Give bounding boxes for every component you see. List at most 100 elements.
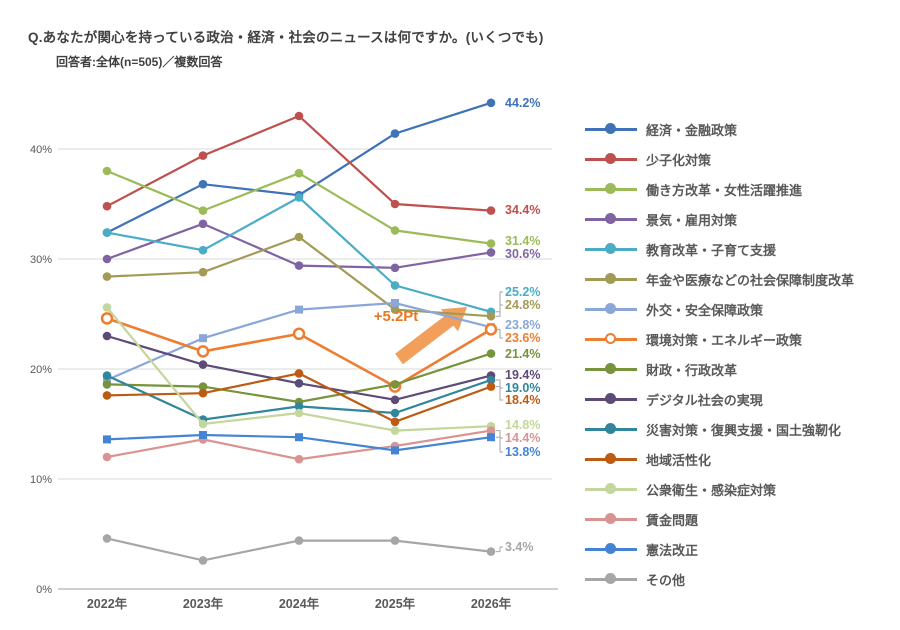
marker-デジタル社会の実現 xyxy=(294,379,304,388)
legend-item-16: その他 xyxy=(585,564,885,594)
legend-label: 働き方改革・女性活躍推進 xyxy=(646,182,803,198)
marker-働き方改革・女性活躍推進 xyxy=(294,168,304,178)
end-value-label: 14.8% xyxy=(505,418,540,432)
marker-経済・金融政策 xyxy=(198,179,208,189)
marker-賃金問題 xyxy=(102,452,112,462)
marker-教育改革・子育て支援 xyxy=(390,281,400,290)
annotation-text: +5.2Pt xyxy=(374,308,419,325)
legend-label: 教育改革・子育て支援 xyxy=(646,242,777,258)
legend-marker-icon xyxy=(585,423,637,435)
marker-外交・安全保障政策 xyxy=(199,334,207,343)
marker-外交・安全保障政策 xyxy=(391,299,399,307)
label-leader xyxy=(496,386,503,401)
marker-景気・雇用対策 xyxy=(102,254,112,264)
end-value-label: 21.4% xyxy=(505,347,540,361)
end-value-label: 19.0% xyxy=(505,381,540,395)
marker-財政・行政改革 xyxy=(102,380,112,389)
marker-災害対策・復興支援・国土強靭化 xyxy=(294,402,304,411)
label-leader xyxy=(496,304,503,317)
legend-item-4: 景気・雇用対策 xyxy=(585,204,885,234)
marker-景気・雇用対策 xyxy=(294,261,304,270)
end-value-label: 19.4% xyxy=(505,368,540,382)
marker-地域活性化 xyxy=(294,369,304,378)
legend-label: 地域活性化 xyxy=(646,452,712,468)
legend-item-8: 環境対策・エネルギー政策 xyxy=(585,324,885,354)
marker-災害対策・復興支援・国土強靭化 xyxy=(102,371,112,380)
marker-年金や医療などの社会保障制度改革 xyxy=(198,267,208,277)
legend-item-7: 外交・安全保障政策 xyxy=(585,294,885,324)
marker-公衆衛生・感染症対策 xyxy=(198,419,208,429)
label-leader xyxy=(496,379,503,389)
marker-その他 xyxy=(390,536,400,545)
legend-marker-icon xyxy=(585,213,637,225)
legend-item-1: 経済・金融政策 xyxy=(585,114,885,144)
x-tick-label: 2022年 xyxy=(87,596,128,611)
marker-年金や医療などの社会保障制度改革 xyxy=(294,232,304,242)
end-value-label: 13.8% xyxy=(505,445,540,459)
end-value-label: 44.2% xyxy=(505,96,540,110)
marker-景気・雇用対策 xyxy=(198,219,208,229)
series-line-外交・安全保障政策 xyxy=(106,301,492,382)
legend-item-2: 少子化対策 xyxy=(585,144,885,174)
marker-賃金問題 xyxy=(486,426,496,435)
marker-賃金問題 xyxy=(294,454,304,464)
chart-title: Q.あなたが関心を持っている政治・経済・社会のニュースは何ですか。(いくつでも) xyxy=(28,30,544,45)
legend-marker-icon xyxy=(585,303,637,315)
marker-災害対策・復興支援・国土強靭化 xyxy=(390,408,400,418)
series-line-教育改革・子育て支援 xyxy=(106,196,492,313)
x-tick-label: 2024年 xyxy=(279,596,320,611)
marker-年金や医療などの社会保障制度改革 xyxy=(390,305,400,314)
marker-公衆衛生・感染症対策 xyxy=(294,408,304,418)
marker-年金や医療などの社会保障制度改革 xyxy=(102,272,112,281)
legend-item-5: 教育改革・子育て支援 xyxy=(585,234,885,264)
marker-憲法改正 xyxy=(199,431,207,439)
y-tick-label: 0% xyxy=(36,584,52,596)
marker-少子化対策 xyxy=(486,206,496,215)
series-line-デジタル社会の実現 xyxy=(106,334,492,401)
legend-label: 少子化対策 xyxy=(646,152,712,168)
marker-憲法改正 xyxy=(295,433,303,442)
end-value-label: 14.4% xyxy=(505,431,540,445)
legend-item-3: 働き方改革・女性活躍推進 xyxy=(585,174,885,204)
legend-marker-icon xyxy=(585,243,637,255)
marker-財政・行政改革 xyxy=(486,349,496,358)
end-value-label: 18.4% xyxy=(505,393,540,407)
legend-item-6: 年金や医療などの社会保障制度改革 xyxy=(585,264,885,294)
marker-外交・安全保障政策 xyxy=(103,376,111,384)
marker-公衆衛生・感染症対策 xyxy=(390,426,400,435)
label-leader xyxy=(496,291,503,313)
marker-財政・行政改革 xyxy=(198,382,208,391)
x-tick-label: 2023年 xyxy=(183,596,224,611)
marker-憲法改正 xyxy=(487,433,495,442)
title-block: Q.あなたが関心を持っている政治・経済・社会のニュースは何ですか。(いくつでも)… xyxy=(28,26,544,70)
marker-教育改革・子育て支援 xyxy=(198,245,208,255)
legend-label: 賃金問題 xyxy=(646,512,699,528)
marker-教育改革・子育て支援 xyxy=(102,228,112,237)
legend-marker-icon xyxy=(585,483,637,495)
series-line-景気・雇用対策 xyxy=(106,222,492,269)
legend: 経済・金融政策少子化対策働き方改革・女性活躍推進 景気・雇用対策教育改革・子育て支… xyxy=(585,114,885,594)
legend-marker-icon xyxy=(585,363,637,375)
marker-働き方改革・女性活躍推進 xyxy=(486,239,496,248)
legend-item-13: 公衆衛生・感染症対策 xyxy=(585,474,885,504)
chart-svg: 0% 10% 20% 30% 40% 2022年 2023年 2024年 2025年 2026年 4… xyxy=(30,96,558,611)
legend-label: 年金や医療などの社会保障制度改革 xyxy=(646,272,855,288)
marker-地域活性化 xyxy=(198,388,208,398)
end-value-label: 23.6% xyxy=(505,331,540,345)
legend-label: 景気・雇用対策 xyxy=(646,212,738,228)
marker-経済・金融政策 xyxy=(486,98,496,108)
marker-環境対策・エネルギー政策 xyxy=(484,323,498,336)
end-value-label: 31.4% xyxy=(505,234,540,248)
end-value-label: 30.6% xyxy=(505,247,540,261)
marker-地域活性化 xyxy=(486,382,496,391)
legend-marker-icon xyxy=(585,453,637,465)
marker-環境対策・エネルギー政策 xyxy=(100,312,114,325)
legend-marker-icon xyxy=(585,123,637,135)
marker-その他 xyxy=(294,536,304,545)
legend-item-11: 災害対策・復興支援・国土強靭化 xyxy=(585,414,885,444)
marker-少子化対策 xyxy=(102,201,112,211)
legend-marker-icon xyxy=(585,153,637,165)
legend-marker-icon xyxy=(585,273,637,285)
label-leader xyxy=(496,328,503,339)
